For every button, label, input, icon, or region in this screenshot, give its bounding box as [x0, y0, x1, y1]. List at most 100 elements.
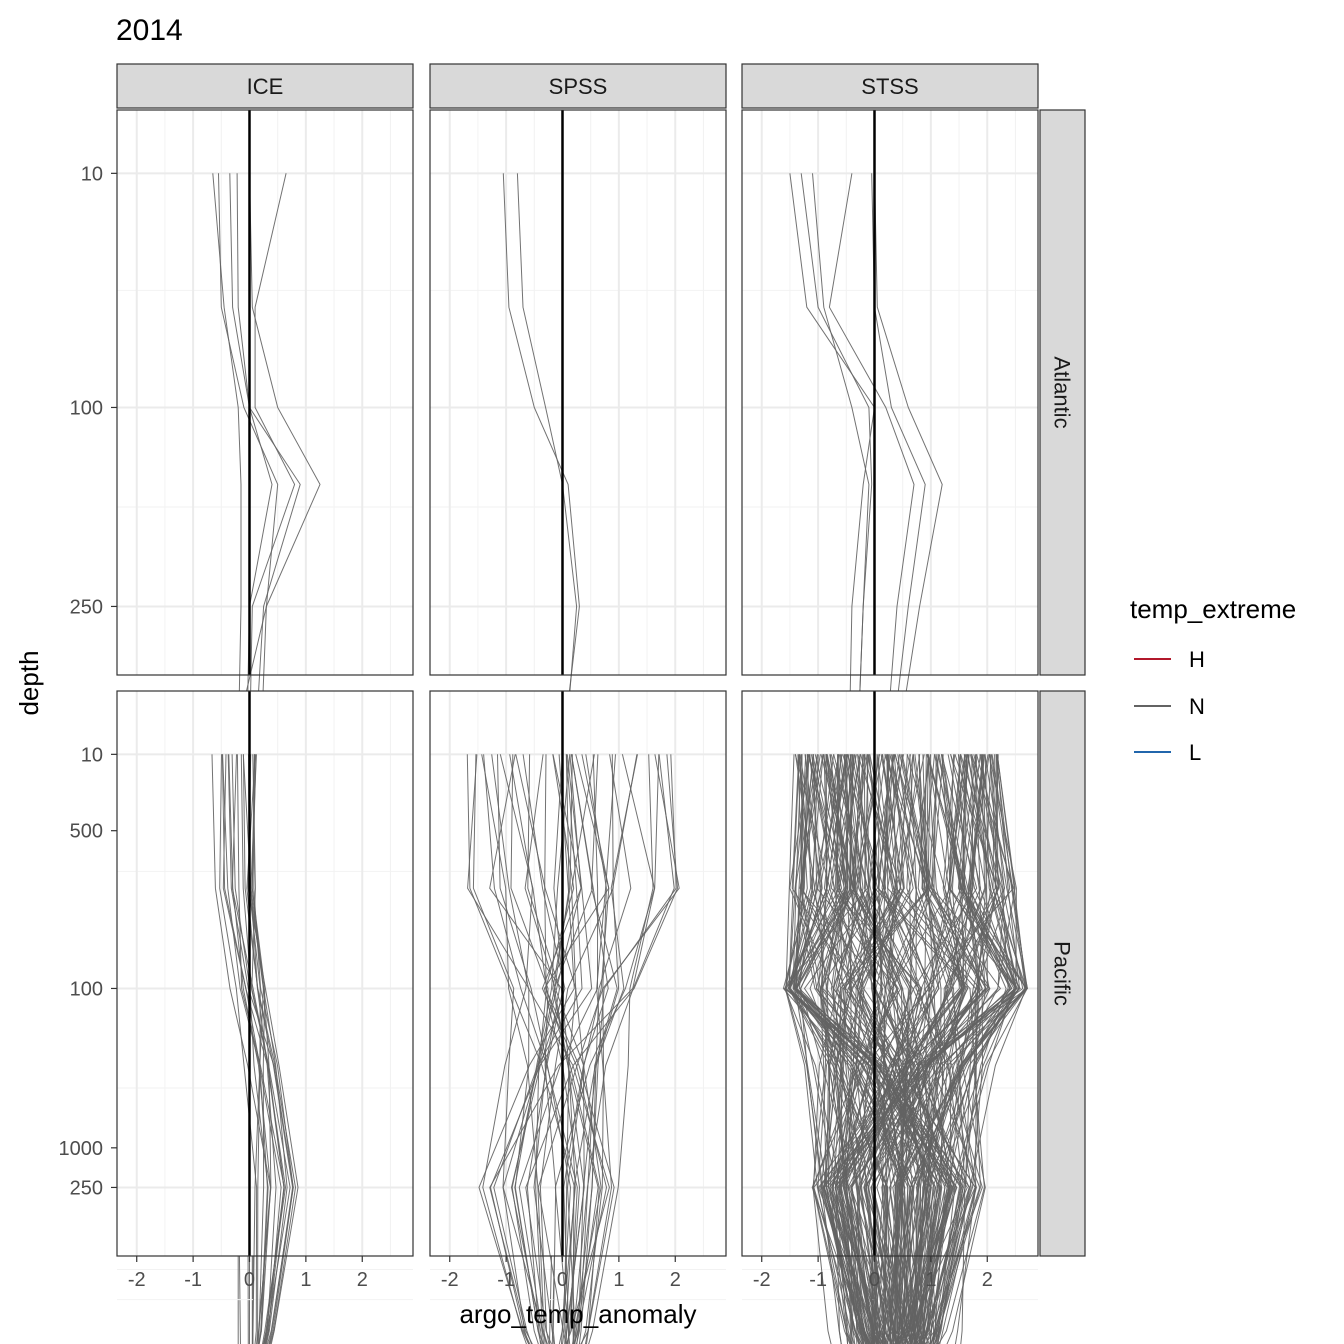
profile-line — [923, 754, 1020, 1344]
y-tick-label: 1000 — [59, 1138, 104, 1160]
legend: temp_extreme HNL — [1130, 594, 1296, 765]
profile-line — [572, 754, 638, 1344]
profile-line — [881, 754, 920, 1344]
profile-line — [481, 754, 546, 1344]
profile-line — [834, 754, 1017, 1344]
profile-line — [578, 754, 677, 1344]
x-tick-label: -1 — [184, 1269, 202, 1291]
x-tick-label: 2 — [982, 1269, 993, 1291]
profile-line — [852, 754, 909, 1344]
profile-line — [870, 754, 982, 1344]
row-strip-label: Atlantic — [1050, 356, 1075, 428]
profile-line — [813, 754, 901, 1344]
profile-line — [899, 754, 942, 1344]
profile-line — [887, 754, 977, 1344]
profile-line — [843, 754, 983, 1344]
profile-line — [852, 754, 909, 1344]
profile-line — [843, 754, 946, 1344]
axes: 10100250500100015001010025050010001500-2… — [59, 163, 993, 1291]
profile-line — [858, 754, 933, 1344]
profile-line — [789, 754, 932, 1344]
profile-line — [850, 754, 953, 1344]
legend-title: temp_extreme — [1130, 594, 1296, 624]
facet-panel — [741, 690, 1039, 1344]
profile-line — [839, 754, 987, 1344]
facet-panels — [116, 109, 1039, 1344]
profile-line — [811, 754, 930, 1344]
profile-line — [800, 754, 950, 1344]
x-tick-label: -2 — [441, 1269, 459, 1291]
profile-line — [249, 754, 264, 1344]
profile-line — [794, 754, 861, 1344]
profile-line — [511, 754, 570, 1344]
panel-background — [117, 691, 413, 1256]
profile-line — [872, 754, 992, 1344]
panel-background — [430, 691, 726, 1256]
profile-line — [242, 754, 272, 1344]
profile-line — [248, 754, 261, 1344]
profile-line — [915, 754, 1016, 1344]
profile-line — [895, 754, 949, 1344]
profile-line — [834, 754, 1024, 1344]
y-tick-label: 250 — [70, 596, 103, 618]
profile-line — [482, 754, 533, 1344]
profile-line — [219, 754, 258, 1344]
profile-line — [554, 754, 656, 1344]
profile-line — [870, 754, 1027, 1344]
profile-line — [919, 754, 977, 1344]
y-tick-label: 100 — [70, 978, 103, 1000]
profile-line — [800, 754, 873, 1344]
x-tick-label: 0 — [557, 1269, 568, 1291]
profile-line — [539, 754, 614, 1344]
profile-line — [526, 754, 564, 1344]
x-tick-label: 1 — [300, 1269, 311, 1291]
x-tick-label: 1 — [925, 1269, 936, 1291]
profile-line — [573, 754, 675, 1344]
y-axis-title: depth — [14, 650, 44, 715]
col-strip — [429, 63, 727, 109]
profile-line — [784, 754, 855, 1344]
profile-line — [483, 754, 578, 1344]
profile-line — [832, 754, 880, 1344]
profile-line — [833, 754, 935, 1344]
facet-panel — [116, 690, 414, 1344]
y-tick-label: 500 — [70, 821, 103, 843]
profile-line — [925, 754, 1017, 1344]
profile-line — [896, 754, 1018, 1344]
row-strip-label: Pacific — [1050, 941, 1075, 1006]
profile-line — [850, 754, 912, 1344]
x-tick-label: 2 — [357, 1269, 368, 1291]
profile-line — [799, 754, 884, 1344]
panel-border — [741, 109, 1039, 676]
profile-line — [588, 754, 654, 1344]
profile-line — [796, 754, 919, 1344]
row-strip — [1039, 109, 1086, 676]
panel-border — [116, 690, 414, 1257]
panel-border — [741, 690, 1039, 1257]
y-tick-label: 10 — [81, 163, 103, 185]
profile-line — [838, 754, 882, 1344]
row-strip — [1039, 690, 1086, 1257]
profile-line — [804, 754, 976, 1344]
col-strip-label: SPSS — [549, 74, 608, 99]
profile-line — [493, 754, 583, 1344]
x-tick-label: 1 — [613, 1269, 624, 1291]
profile-line — [497, 754, 572, 1344]
y-tick-label: 250 — [70, 1177, 103, 1199]
profile-line — [865, 754, 981, 1344]
series-group — [782, 754, 1029, 1344]
facet-strips: ICE SPSS STSS Atlantic Pacific — [116, 63, 1086, 1257]
profile-line — [820, 754, 884, 1344]
profile-line — [240, 754, 285, 1344]
y-tick-label: 10 — [81, 744, 103, 766]
profile-line — [553, 754, 594, 1344]
col-strip-label: ICE — [247, 74, 284, 99]
chart-title: 2014 — [116, 14, 183, 47]
x-tick-label: 0 — [244, 1269, 255, 1291]
profile-line — [518, 754, 599, 1344]
profile-line — [222, 754, 282, 1344]
legend-label: L — [1189, 740, 1201, 765]
x-tick-label: 0 — [869, 1269, 880, 1291]
profile-line — [863, 754, 962, 1344]
